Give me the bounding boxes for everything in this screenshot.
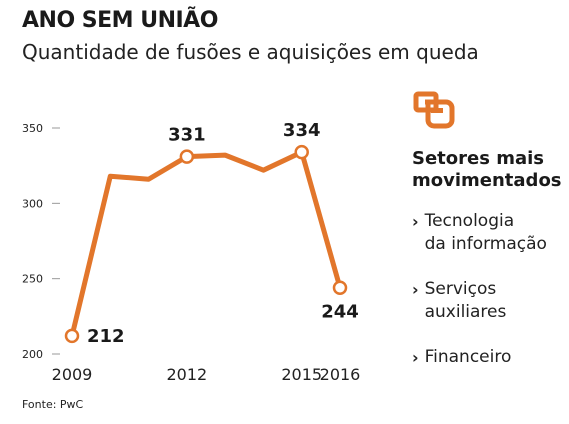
- chevron-right-icon: ›: [412, 212, 419, 231]
- series-line: [69, 149, 343, 339]
- sector-item-label: Financeiro: [424, 347, 512, 367]
- sector-item-servicos: › Serviços auxiliares: [412, 278, 562, 324]
- x-tick-label: 2009: [52, 365, 93, 384]
- data-label: 334: [283, 120, 321, 141]
- data-markers: [64, 144, 348, 344]
- source-note: Fonte: PwC: [22, 398, 84, 411]
- chart-title: ANO SEM UNIÃO: [22, 8, 218, 33]
- sectors-list: › Tecnologia da informação › Serviços au…: [412, 210, 562, 369]
- y-axis: 200 250 300 350: [22, 122, 60, 361]
- x-tick-label: 2016: [320, 365, 361, 384]
- sectors-icon: [413, 91, 455, 129]
- data-label: 212: [87, 326, 125, 347]
- data-label: 331: [168, 125, 206, 146]
- y-tick-label: 300: [22, 197, 43, 210]
- y-tick-label: 250: [22, 273, 43, 286]
- data-point-marker: [332, 280, 348, 295]
- chart-subtitle: Quantidade de fusões e aquisições em que…: [22, 40, 479, 64]
- sector-item-label: Tecnologia da informação: [424, 211, 547, 254]
- sector-item-financeiro: › Financeiro: [412, 346, 562, 369]
- sector-item-tecnologia: › Tecnologia da informação: [412, 210, 562, 256]
- y-tick-label: 350: [22, 122, 43, 135]
- series-polyline: [69, 149, 343, 339]
- chevron-right-icon: ›: [412, 348, 419, 367]
- sector-item-label: Serviços auxiliares: [424, 279, 507, 322]
- y-tick-label: 200: [22, 348, 43, 361]
- data-point-marker: [64, 328, 80, 344]
- data-point-marker: [294, 144, 309, 160]
- data-point-marker: [179, 149, 195, 164]
- data-labels: 212 331 334 244: [87, 120, 359, 347]
- sectors-heading: Setores mais movimentados: [412, 148, 562, 191]
- chevron-right-icon: ›: [412, 280, 419, 299]
- x-tick-label: 2012: [166, 365, 207, 384]
- x-tick-label: 2015: [281, 365, 322, 384]
- data-label: 244: [321, 302, 359, 323]
- sectors-panel: Setores mais movimentados › Tecnologia d…: [412, 86, 562, 391]
